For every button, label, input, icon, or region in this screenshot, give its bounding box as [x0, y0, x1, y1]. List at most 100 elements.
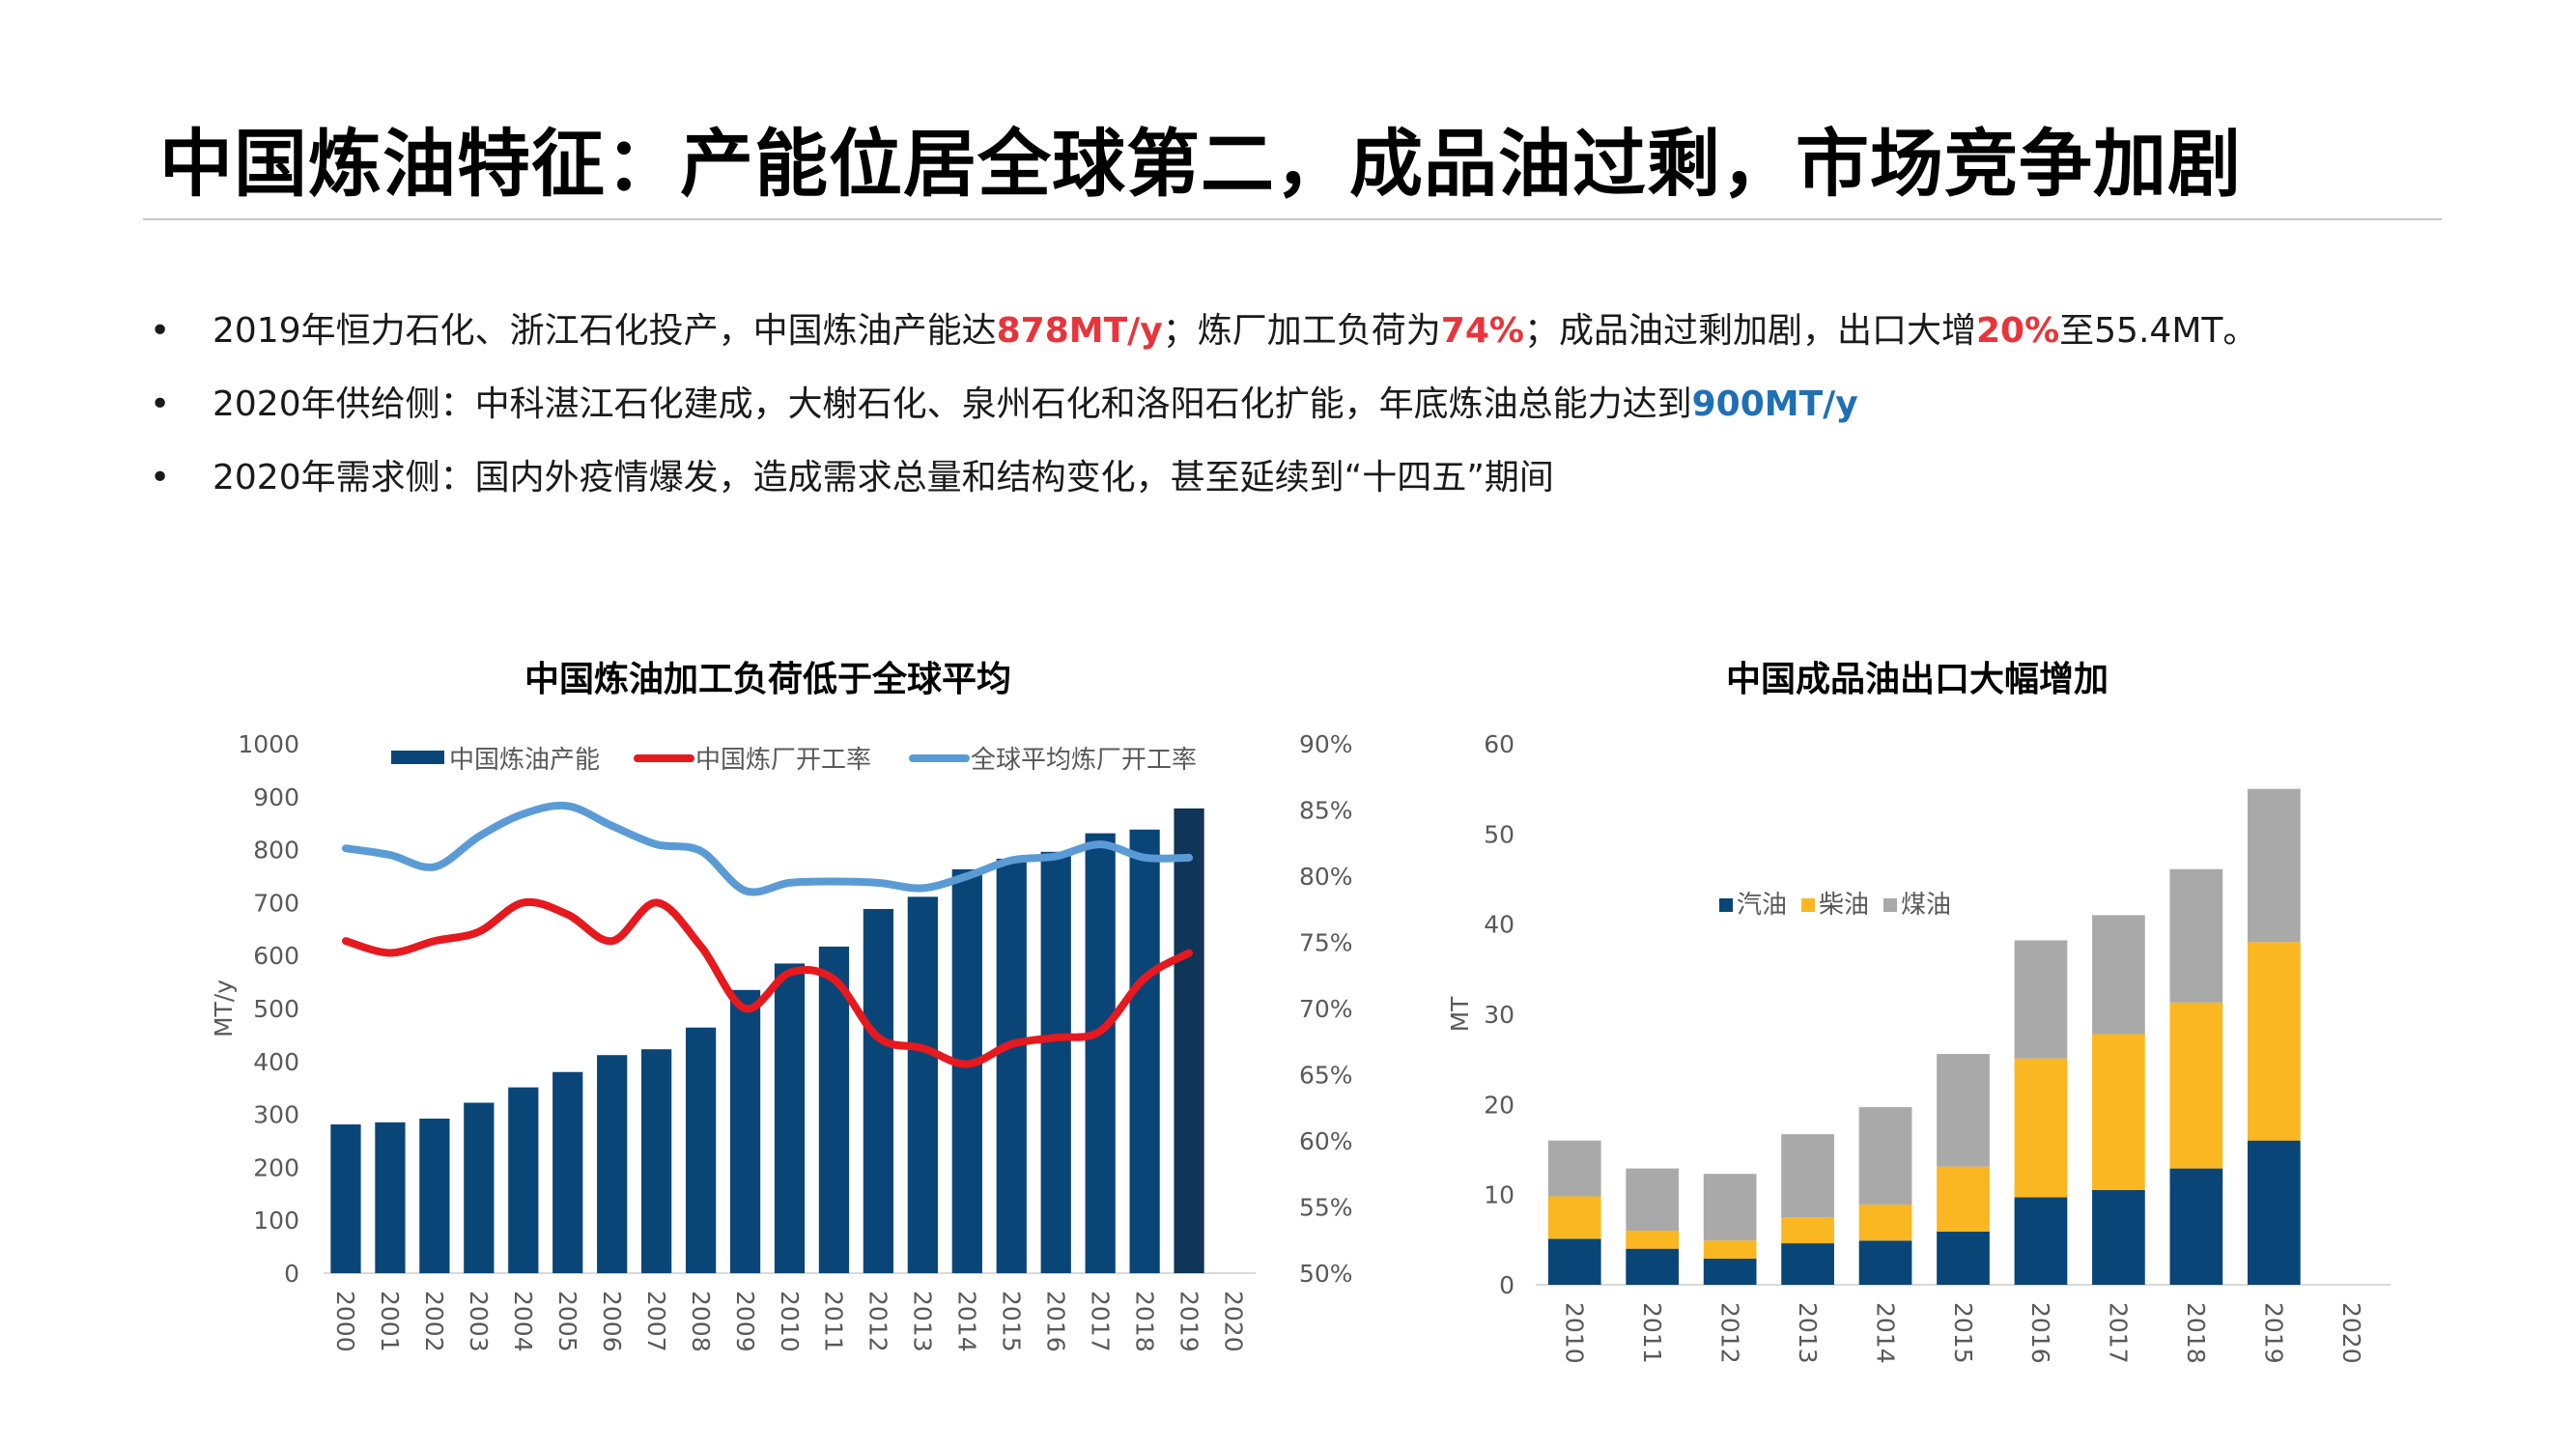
bullet-item: • 2020年供给侧：中科湛江石化建成，大榭石化、泉州石化和洛阳石化扩能，年底炼油…: [150, 368, 2257, 441]
chart1-legend-label: 中国炼油产能: [449, 746, 600, 775]
chart2-bar-segment: [1626, 1168, 1680, 1231]
chart1-x-tick-label: 2004: [509, 1291, 537, 1352]
bullet-text-run: 至55.4MT。: [2059, 311, 2258, 351]
chart1-x-tick-label: 2017: [1086, 1291, 1114, 1352]
chart1-x-tick-label: 2015: [998, 1291, 1026, 1352]
chart2-bar-segment: [2169, 868, 2223, 1003]
chart2-y-tick-label: 20: [1484, 1091, 1514, 1119]
chart1-x-tick-label: 2012: [864, 1291, 892, 1352]
chart2-bar-segment: [1703, 1240, 1757, 1259]
bullet-text-run: 2020年供给侧：中科湛江石化建成，大榭石化、泉州石化和洛阳石化扩能，年底炼油总…: [212, 384, 1692, 424]
bullet-text-run: 878MT/y: [996, 311, 1163, 351]
chart2-bar-segment: [1937, 1231, 1990, 1285]
chart1-x-tick-label: 2001: [376, 1291, 404, 1352]
chart2-bar-segment: [1703, 1174, 1757, 1241]
chart1-x-tick-label: 2018: [1130, 1291, 1158, 1352]
chart1-x-tick-label: 2011: [820, 1291, 848, 1352]
chart1-bar: [863, 908, 894, 1273]
chart2-bar-segment: [1858, 1240, 1912, 1285]
chart2-bar-segment: [1703, 1258, 1757, 1285]
chart1-bar: [774, 963, 806, 1273]
chart1-x-tick-label: 2020: [1219, 1291, 1247, 1352]
bullet-dot: •: [150, 384, 171, 424]
chart2-x-tick-label: 2012: [1715, 1302, 1743, 1364]
chart2-x-tick-label: 2010: [1560, 1302, 1588, 1364]
chart1-bar: [419, 1118, 450, 1273]
chart1-x-tick-label: 2002: [420, 1291, 448, 1352]
chart2-bar-segment: [2247, 788, 2301, 943]
chart2-bar-segment: [2092, 1190, 2145, 1285]
chart2-y-axis-label: MT: [1446, 996, 1474, 1033]
bullet-text-run: 2019年恒力石化、浙江石化投产，中国炼油产能达: [212, 311, 997, 351]
chart1-bar: [1085, 833, 1116, 1273]
chart2-bar-segment: [2247, 942, 2301, 1141]
chart1-global-utilization-line: [341, 801, 1194, 896]
chart1-y-tick-label: 600: [253, 942, 299, 970]
chart2-legend-label: 柴油: [1819, 891, 1869, 920]
chart2-bar-segment: [1858, 1204, 1912, 1241]
chart1-bar: [951, 868, 982, 1273]
chart2-y-tick-label: 10: [1484, 1181, 1514, 1209]
chart1-x-tick-label: 2009: [731, 1291, 759, 1352]
chart2-x-tick-label: 2020: [2337, 1302, 2365, 1364]
chart1-bar: [597, 1055, 628, 1273]
chart2-bar-segment: [2092, 1034, 2145, 1190]
chart1-x-tick-label: 2000: [331, 1291, 359, 1352]
chart2-title: 中国成品油出口大幅增加: [1726, 660, 2109, 699]
chart1-y-axis-label: MT/y: [210, 980, 238, 1037]
chart1-y-tick-label: 800: [253, 837, 299, 865]
chart1-x-tick-label: 2010: [776, 1291, 804, 1352]
chart1-y2-tick-label: 55%: [1299, 1194, 1353, 1222]
chart2-bar-segment: [1626, 1248, 1680, 1285]
chart2-bar-segment: [1547, 1238, 1601, 1285]
chart2-bar-segment: [2014, 1197, 2068, 1285]
chart1-bar: [330, 1124, 361, 1273]
bullet-list: • 2019年恒力石化、浙江石化投产，中国炼油产能达878MT/y；炼厂加工负荷为…: [150, 295, 2257, 515]
chart1-bar: [1174, 808, 1204, 1273]
bullet-text-run: ；炼厂加工负荷为: [1162, 311, 1441, 351]
bullet-text-run: ；成品油过剩加剧，出口大增: [1523, 311, 1976, 351]
chart1-y2-tick-label: 50%: [1299, 1260, 1353, 1288]
chart2-y-tick-label: 60: [1484, 730, 1514, 758]
chart2-legend-swatch: [1883, 898, 1897, 912]
chart1-bar: [1040, 851, 1071, 1273]
chart2-x-tick-label: 2019: [2260, 1302, 2288, 1364]
chart2-bar-segment: [2169, 1002, 2223, 1169]
bullet-item: • 2019年恒力石化、浙江石化投产，中国炼油产能达878MT/y；炼厂加工负荷为…: [150, 295, 2257, 368]
chart2-x-tick-label: 2018: [2182, 1302, 2210, 1364]
chart2-legend-label: 煤油: [1901, 891, 1951, 920]
chart2-x-tick-label: 2017: [2105, 1302, 2133, 1364]
chart2-bar-segment: [2092, 915, 2145, 1035]
chart1-bar: [464, 1102, 495, 1273]
chart2-bar-segment: [1781, 1134, 1834, 1217]
chart1-bar: [641, 1049, 672, 1273]
chart2-bar-segment: [1937, 1054, 1990, 1167]
chart1-bar: [818, 946, 850, 1273]
chart2-bar-segment: [1937, 1166, 1990, 1232]
chart2-x-tick-label: 2015: [1949, 1302, 1977, 1364]
chart1-y-tick-label: 0: [284, 1260, 299, 1288]
chart1-y2-tick-label: 80%: [1299, 863, 1353, 891]
chart1-bar: [508, 1087, 539, 1273]
chart1-x-tick-label: 2008: [687, 1291, 715, 1352]
chart1-x-tick-label: 2007: [642, 1291, 670, 1352]
chart1-y-tick-label: 700: [253, 889, 299, 917]
chart1-y-tick-label: 500: [253, 995, 299, 1023]
bullet-text-run: 20%: [1975, 311, 2060, 351]
chart1-bar: [996, 858, 1027, 1273]
chart1-y2-tick-label: 75%: [1299, 929, 1353, 957]
bullet-item: • 2020年需求侧：国内外疫情爆发，造成需求总量和结构变化，甚至延续到“十四五”…: [150, 441, 2257, 515]
chart2-bar-segment: [1547, 1196, 1601, 1239]
chart2-legend-swatch: [1719, 898, 1733, 912]
chart1-y2-tick-label: 65%: [1299, 1062, 1353, 1090]
chart1-x-tick-label: 2005: [553, 1291, 581, 1352]
chart1-bar: [685, 1027, 717, 1273]
chart2-x-tick-label: 2013: [1794, 1302, 1822, 1364]
chart2-x-tick-label: 2016: [2026, 1302, 2054, 1364]
chart2-bar-segment: [2169, 1168, 2223, 1285]
chart1-y2-tick-label: 60%: [1299, 1127, 1353, 1155]
chart1-y-tick-label: 900: [253, 783, 299, 811]
chart2-y-tick-label: 30: [1484, 1001, 1514, 1029]
chart1-bar: [375, 1122, 406, 1273]
